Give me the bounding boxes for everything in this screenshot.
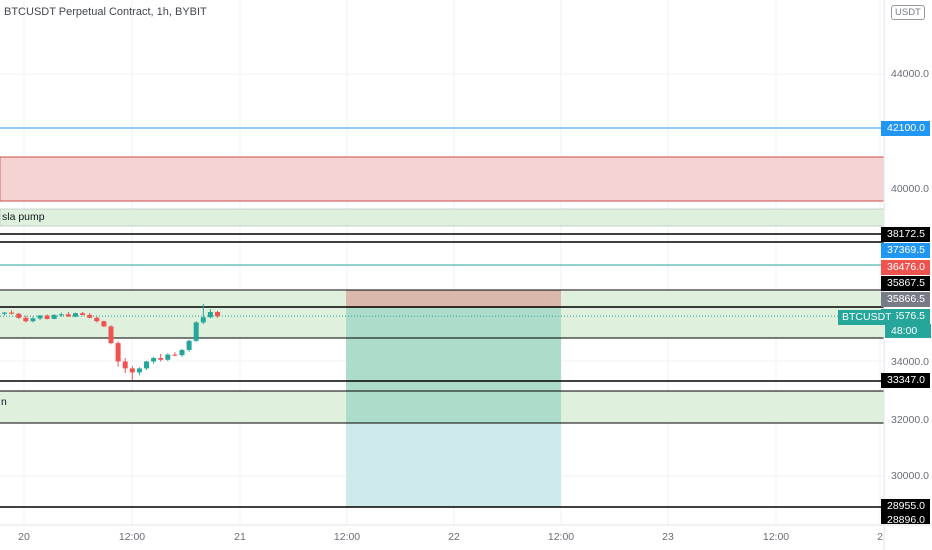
x-axis-label: 12:00 xyxy=(118,531,146,543)
candle-body xyxy=(108,326,114,344)
x-axis-label: 12:00 xyxy=(547,531,575,543)
candle-body xyxy=(207,312,213,318)
candle-body xyxy=(44,315,50,319)
symbol-tag: BTCUSDT xyxy=(838,310,896,325)
supply-zone xyxy=(0,156,885,202)
candle-body xyxy=(80,313,86,315)
candle-body xyxy=(94,317,100,322)
candle-body xyxy=(51,314,57,319)
position-stop-zone xyxy=(346,290,561,308)
price-tag-28896[interactable]: 28896.0 xyxy=(881,514,930,524)
candle-body xyxy=(186,340,192,350)
candle-body xyxy=(65,314,71,317)
candle-body xyxy=(179,350,185,356)
chart-title: BTCUSDT Perpetual Contract, 1h, BYBIT xyxy=(4,6,207,18)
x-axis-label: 22 xyxy=(448,531,460,543)
candle-body xyxy=(151,358,157,362)
y-axis-label: 44000.0 xyxy=(891,68,929,80)
candle-body xyxy=(165,354,171,360)
candle-body xyxy=(136,368,142,373)
price-tag-37369[interactable]: 37369.5 xyxy=(881,243,930,258)
y-axis-label: 32000.0 xyxy=(891,414,929,426)
zone-label-lower: n xyxy=(1,396,7,408)
position-overlap-zone xyxy=(346,308,561,423)
candle-body xyxy=(23,317,29,322)
candle-body xyxy=(16,313,22,318)
candle-body xyxy=(115,343,121,362)
candle-body xyxy=(30,318,36,322)
tesla-pump-zone xyxy=(0,208,885,227)
price-tag-33347[interactable]: 33347.0 xyxy=(881,373,930,388)
price-tag-36476[interactable]: 36476.0 xyxy=(881,260,930,275)
x-axis-label: 23 xyxy=(662,531,674,543)
x-axis-label: 20 xyxy=(18,531,30,543)
price-tag-35867[interactable]: 35867.5 xyxy=(881,276,930,291)
candle-body xyxy=(215,312,220,317)
x-axis-label: 12:00 xyxy=(762,531,790,543)
x-axis-label: 21 xyxy=(234,531,246,543)
candle-body xyxy=(2,312,7,314)
price-tag-28955[interactable]: 28955.0 xyxy=(881,499,930,514)
y-axis-label: 34000.0 xyxy=(891,356,929,368)
price-tag-42100[interactable]: 42100.0 xyxy=(881,121,930,136)
zone-label-tesla: sla pump xyxy=(2,211,45,223)
candle-body xyxy=(200,317,206,323)
x-axis-label: 12:00 xyxy=(333,531,361,543)
candle-body xyxy=(158,358,164,360)
price-tag-35866[interactable]: 35866.5 xyxy=(881,292,930,307)
candle-body xyxy=(9,312,15,314)
candle-body xyxy=(58,314,64,316)
candle-body xyxy=(129,368,135,373)
price-tag-38172[interactable]: 38172.5 xyxy=(881,227,930,242)
currency-badge[interactable]: USDT xyxy=(891,5,925,20)
candle-body xyxy=(87,314,93,318)
candle-body xyxy=(101,321,107,327)
candle-body xyxy=(193,322,199,341)
x-axis-label: 2 xyxy=(877,531,883,543)
y-axis-label: 30000.0 xyxy=(891,470,929,482)
candle-body xyxy=(37,315,43,319)
candle-timer: 48:00 xyxy=(885,324,931,338)
candle-body xyxy=(172,354,178,356)
y-axis-label: 40000.0 xyxy=(891,183,929,195)
candle-body xyxy=(122,361,128,369)
candle-body xyxy=(73,313,78,317)
candle-body xyxy=(144,361,149,369)
